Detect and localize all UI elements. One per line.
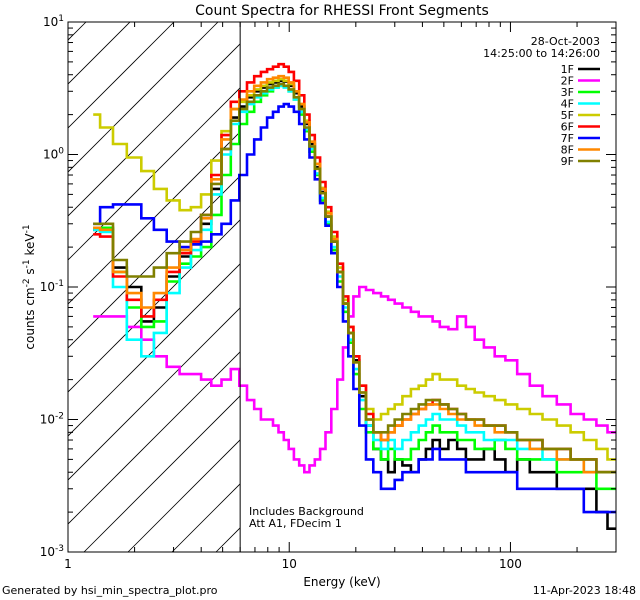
hatch-line bbox=[68, 351, 241, 525]
legend-label-8F: 8F bbox=[561, 144, 574, 157]
date-label: 28-Oct-2003 bbox=[531, 35, 600, 48]
hatch-line bbox=[0, 22, 42, 552]
legend-label-4F: 4F bbox=[561, 98, 574, 111]
y-tick-label: 100 bbox=[43, 147, 64, 162]
series-line-2F bbox=[93, 285, 616, 474]
hatch-line bbox=[68, 87, 241, 261]
series-line-7F bbox=[93, 102, 616, 514]
axis-ticks bbox=[67, 21, 617, 553]
note-background: Includes Background bbox=[249, 505, 364, 518]
x-tick-label: 1 bbox=[64, 557, 72, 571]
hatch-line bbox=[68, 22, 175, 129]
legend-label-5F: 5F bbox=[561, 109, 574, 122]
legend-label-7F: 7F bbox=[561, 132, 574, 145]
hatch-line bbox=[68, 43, 241, 217]
x-tick-label: 100 bbox=[499, 557, 522, 571]
y-tick-label: 10-1 bbox=[40, 279, 64, 294]
hatch-line bbox=[68, 22, 219, 173]
series-line-5F bbox=[93, 77, 616, 461]
series-line-3F bbox=[93, 84, 616, 491]
y-tick-label: 10-3 bbox=[40, 544, 64, 559]
y-axis-label: counts cm-2 s-1 keV-1 bbox=[22, 224, 37, 349]
legend-label-3F: 3F bbox=[561, 86, 574, 99]
note-attenuator: Att A1, FDecim 1 bbox=[249, 517, 342, 530]
hatch-line bbox=[83, 395, 241, 552]
y-tick-label: 10-2 bbox=[40, 412, 64, 427]
timestamp-label: 11-Apr-2023 18:48 bbox=[533, 584, 636, 597]
x-tick-label: 10 bbox=[282, 557, 297, 571]
hatch-line bbox=[68, 219, 241, 393]
legend-label-9F: 9F bbox=[561, 155, 574, 168]
generated-by-label: Generated by hsi_min_spectra_plot.pro bbox=[2, 584, 218, 597]
y-tick-label: 101 bbox=[43, 14, 64, 29]
series-line-9F bbox=[93, 82, 616, 474]
hatch-line bbox=[68, 131, 241, 305]
chart-title: Count Spectra for RHESSI Front Segments bbox=[195, 3, 489, 19]
legend-label-2F: 2F bbox=[561, 75, 574, 88]
hatch-line bbox=[68, 22, 131, 85]
hatch-line bbox=[127, 439, 241, 552]
series-line-1F bbox=[93, 79, 616, 531]
x-axis-label: Energy (keV) bbox=[303, 575, 380, 589]
hatch-line bbox=[68, 263, 241, 437]
legend-label-6F: 6F bbox=[561, 121, 574, 134]
time-range-label: 14:25:00 to 14:26:00 bbox=[483, 47, 600, 60]
legend-label-1F: 1F bbox=[561, 63, 574, 76]
hatch-line bbox=[68, 307, 241, 481]
